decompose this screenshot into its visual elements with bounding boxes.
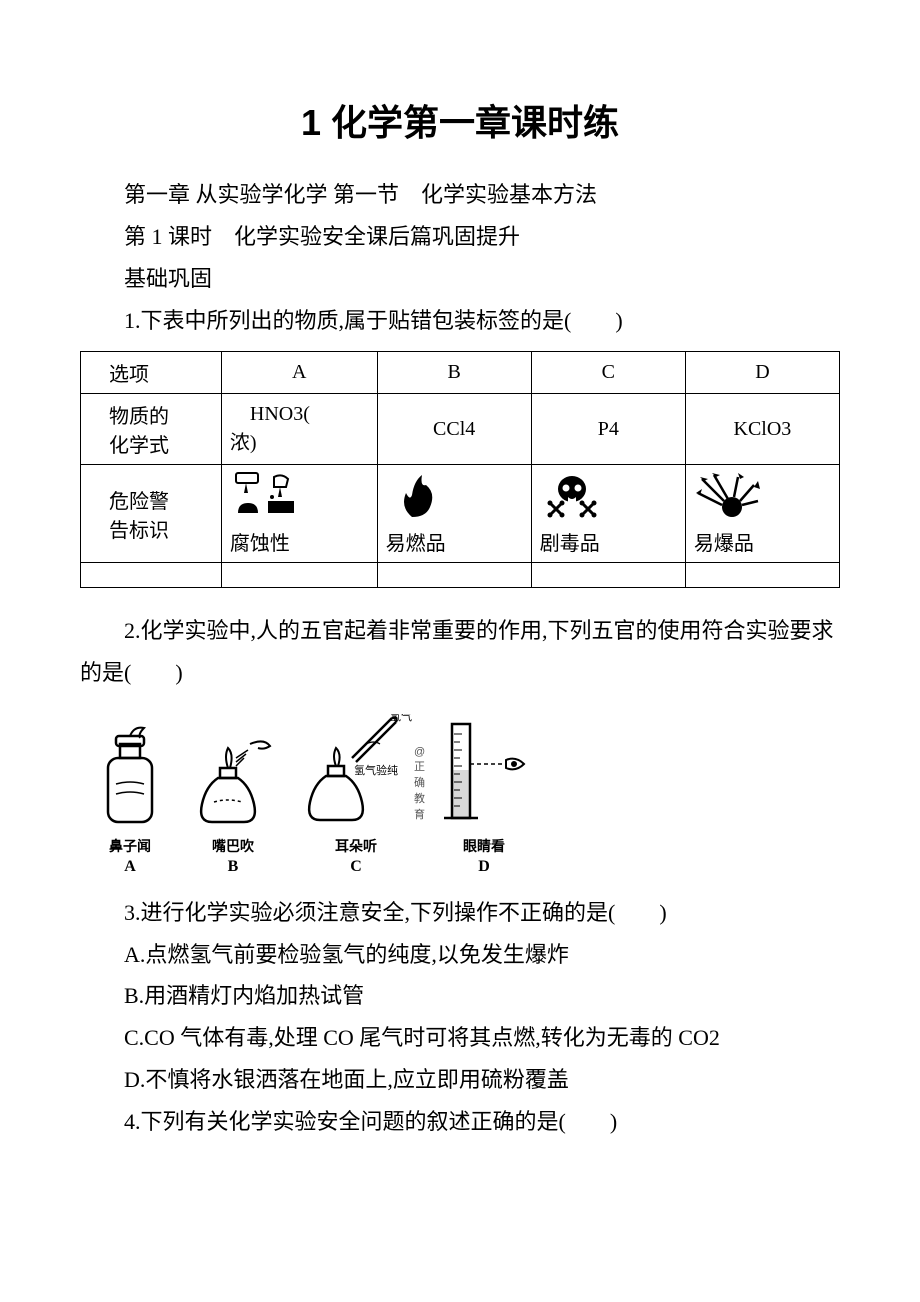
hazard-head-l1: 危险警 bbox=[109, 491, 169, 513]
q2-item-d: 眼睛看 D bbox=[434, 714, 534, 876]
table-row bbox=[81, 563, 840, 588]
q2-figure: 鼻子闻 A 嘴巴吹 B bbox=[80, 714, 840, 876]
q3-a: A.点燃氢气前要检验氢气的纯度,以免发生爆炸 bbox=[80, 934, 840, 976]
hazard-d-cell: 易爆品 bbox=[685, 465, 839, 563]
intro-line-2: 第 1 课时 化学实验安全课后篇巩固提升 bbox=[80, 216, 840, 258]
q2-item-b: 嘴巴吹 B bbox=[188, 724, 278, 876]
table-row: 危险警 告标识 腐蚀性 bbox=[81, 465, 840, 563]
formula-c: P4 bbox=[531, 394, 685, 465]
hazard-c-label: 剧毒品 bbox=[540, 527, 600, 556]
hazard-c-cell: 剧毒品 bbox=[531, 465, 685, 563]
q2-stem: 2.化学实验中,人的五官起着非常重要的作用,下列五官的使用符合实验要求的是( ) bbox=[80, 610, 840, 694]
formula-a-l1: HNO3( bbox=[230, 403, 310, 425]
q3-stem: 3.进行化学实验必须注意安全,下列操作不正确的是( ) bbox=[80, 892, 840, 934]
flammable-icon bbox=[386, 471, 456, 521]
tube-label: 氢气验纯 bbox=[354, 763, 398, 777]
formula-a-l2: 浓) bbox=[230, 432, 257, 454]
q2-opt-b: B bbox=[228, 858, 239, 876]
q4-stem: 4.下列有关化学实验安全问题的叙述正确的是( ) bbox=[80, 1101, 840, 1143]
page-title: 1 化学第一章课时练 bbox=[80, 94, 840, 146]
intro-line-1: 第一章 从实验学化学 第一节 化学实验基本方法 bbox=[80, 174, 840, 216]
option-b-head: B bbox=[377, 352, 531, 394]
formula-head-l2: 化学式 bbox=[109, 435, 169, 457]
h2-label: 氢气 bbox=[390, 714, 412, 723]
hazard-b-label: 易燃品 bbox=[386, 527, 446, 556]
q2-item-c: 氢气 氢气验纯 耳朵听 C @正确教育 bbox=[296, 714, 416, 876]
option-a-head: A bbox=[221, 352, 377, 394]
corrosive-icon bbox=[230, 471, 300, 521]
hazard-d-label: 易爆品 bbox=[694, 527, 754, 556]
eye-cylinder-icon bbox=[434, 714, 534, 834]
hazard-b-cell: 易燃品 bbox=[377, 465, 531, 563]
option-c-head: C bbox=[531, 352, 685, 394]
col-head-option: 选项 bbox=[81, 352, 222, 394]
hazard-a-label: 腐蚀性 bbox=[230, 527, 290, 556]
q1-stem: 1.下表中所列出的物质,属于贴错包装标签的是( ) bbox=[80, 300, 840, 342]
watermark-text: @正确教育 bbox=[414, 746, 425, 822]
document-page: 1 化学第一章课时练 第一章 从实验学化学 第一节 化学实验基本方法 第 1 课… bbox=[0, 0, 920, 1183]
formula-head-l1: 物质的 bbox=[109, 406, 169, 428]
listen-tube-icon: 氢气 氢气验纯 bbox=[296, 714, 416, 834]
q2-cap-c: 耳朵听 bbox=[335, 836, 377, 856]
smell-bottle-icon bbox=[90, 724, 170, 834]
q2-opt-d: D bbox=[478, 858, 490, 876]
col-head-hazard: 危险警 告标识 bbox=[81, 465, 222, 563]
q3-d: D.不慎将水银洒落在地面上,应立即用硫粉覆盖 bbox=[80, 1059, 840, 1101]
table-row: 选项 A B C D bbox=[81, 352, 840, 394]
q2-opt-a: A bbox=[124, 858, 136, 876]
toxic-icon bbox=[540, 471, 610, 521]
q2-cap-a: 鼻子闻 bbox=[109, 836, 151, 856]
option-d-head: D bbox=[685, 352, 839, 394]
hazard-head-l2: 告标识 bbox=[109, 520, 169, 542]
q3-c: C.CO 气体有毒,处理 CO 尾气时可将其点燃,转化为无毒的 CO2 bbox=[80, 1017, 840, 1059]
blow-lamp-icon bbox=[188, 724, 278, 834]
q2-cap-b: 嘴巴吹 bbox=[212, 836, 254, 856]
col-head-formula: 物质的 化学式 bbox=[81, 394, 222, 465]
q1-table: 选项 A B C D 物质的 化学式 HNO3( 浓) CCl4 P4 KClO… bbox=[80, 351, 840, 588]
table-row: 物质的 化学式 HNO3( 浓) CCl4 P4 KClO3 bbox=[81, 394, 840, 465]
formula-a: HNO3( 浓) bbox=[221, 394, 377, 465]
q2-opt-c: C bbox=[350, 858, 362, 876]
q3-b: B.用酒精灯内焰加热试管 bbox=[80, 975, 840, 1017]
q2-item-a: 鼻子闻 A bbox=[90, 724, 170, 876]
formula-d: KClO3 bbox=[685, 394, 839, 465]
intro-line-3: 基础巩固 bbox=[80, 258, 840, 300]
q2-cap-d: 眼睛看 bbox=[463, 836, 505, 856]
formula-b: CCl4 bbox=[377, 394, 531, 465]
hazard-a-cell: 腐蚀性 bbox=[221, 465, 377, 563]
explosive-icon bbox=[694, 471, 764, 521]
